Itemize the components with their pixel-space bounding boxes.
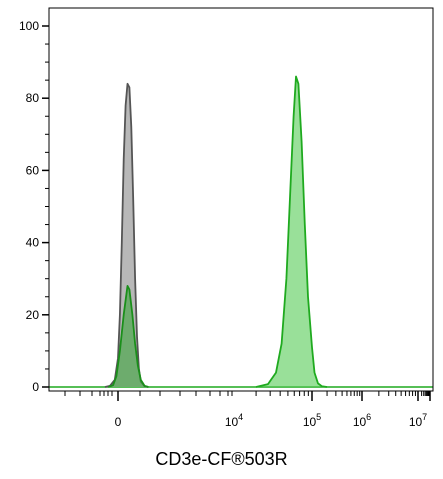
y-tick-label: 0 [32,380,39,394]
x-tick-label: 106 [353,412,371,429]
x-axis-ticks: 0 104 105 106 107 [64,391,431,429]
histogram-area [108,285,149,387]
y-tick-label: 20 [26,308,40,322]
x-tick-label: 105 [303,412,321,429]
histogram-series [49,75,433,388]
y-axis-ticks: 0 20 40 60 80 100 [19,19,49,394]
x-tick-label: 0 [115,415,122,429]
histogram-area [105,83,149,388]
y-tick-label: 100 [19,19,39,33]
y-tick-label: 60 [26,163,40,177]
x-tick-label: 104 [225,412,243,429]
plot-frame [48,7,434,392]
histogram-area [256,76,327,387]
histogram-outline [255,75,328,388]
histogram-outline [107,285,149,388]
x-tick-label: 107 [409,412,427,429]
x-axis-label: CD3e-CF®503R [155,449,288,469]
y-tick-label: 80 [26,91,40,105]
y-tick-label: 40 [26,236,40,250]
